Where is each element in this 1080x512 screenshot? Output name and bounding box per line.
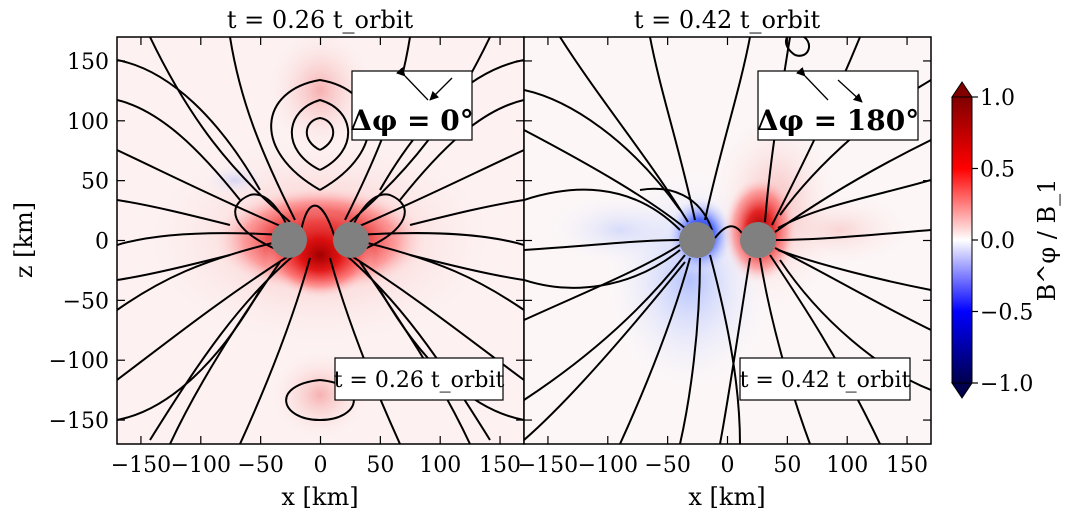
- left-field-lines: [117, 37, 524, 444]
- left-xlabel: x [km]: [281, 483, 358, 511]
- right-ticks: −150 −100 −50 0 50 100 150: [518, 37, 931, 478]
- left-angle-label: Δφ = 0°: [350, 104, 474, 137]
- x-tick-label: 150: [886, 453, 928, 478]
- x-tick-label: 100: [419, 453, 461, 478]
- colorbar-tick-label: −0.5: [980, 301, 1033, 326]
- right-angle-label: Δφ = 180°: [757, 104, 919, 137]
- colorbar-label: B^φ / B_1: [1033, 179, 1061, 302]
- left-ylabel: z [km]: [10, 202, 38, 278]
- x-tick-label: 0: [314, 453, 328, 478]
- colorbar: 1.0 0.5 0.0 −0.5 −1.0 B^φ / B_1: [951, 81, 1061, 399]
- colorbar-tick-label: 0.0: [980, 229, 1015, 254]
- x-tick-label: 150: [479, 453, 521, 478]
- x-tick-label: −100: [578, 453, 638, 478]
- colorbar-tick-label: 1.0: [980, 86, 1015, 111]
- y-tick-label: 50: [81, 170, 109, 195]
- y-tick-label: 100: [67, 110, 109, 135]
- x-tick-label: −50: [237, 453, 283, 478]
- x-tick-label: 100: [826, 453, 868, 478]
- x-tick-label: −100: [171, 453, 231, 478]
- right-title: t = 0.42 t_orbit: [634, 6, 821, 34]
- right-time-label: t = 0.42 t_orbit: [740, 368, 911, 393]
- left-angle-annotation: Δφ = 0°: [350, 66, 474, 141]
- right-angle-annotation: Δφ = 180°: [757, 66, 919, 141]
- x-tick-label: −150: [518, 453, 578, 478]
- right-neutron-star-1: [679, 222, 715, 258]
- x-tick-label: 0: [721, 453, 735, 478]
- y-tick-label: −100: [49, 349, 109, 374]
- left-neutron-star-2: [333, 222, 369, 258]
- y-tick-label: −50: [63, 289, 109, 314]
- x-tick-label: 50: [366, 453, 394, 478]
- right-neutron-star-2: [740, 222, 776, 258]
- colorbar-tick-label: 0.5: [980, 158, 1015, 183]
- right-xlabel: x [km]: [688, 483, 765, 511]
- left-title: t = 0.26 t_orbit: [227, 6, 414, 34]
- colorbar-top-extend: [951, 81, 973, 98]
- x-tick-label: 50: [773, 453, 801, 478]
- left-time-annotation: t = 0.26 t_orbit: [334, 357, 505, 401]
- right-field-lines: [524, 37, 931, 444]
- left-time-label: t = 0.26 t_orbit: [334, 368, 505, 393]
- panel-left: −150 −100 −50 0 50 100 150−150−100−50050100150…: [10, 6, 525, 511]
- y-tick-label: 150: [67, 50, 109, 75]
- x-tick-label: −50: [644, 453, 690, 478]
- left-neutron-star-1: [271, 222, 307, 258]
- right-time-annotation: t = 0.42 t_orbit: [739, 357, 911, 401]
- y-tick-label: −150: [49, 409, 109, 434]
- panel-right: −150 −100 −50 0 50 100 150 Δφ = 180° t = 0.42 …: [518, 6, 932, 511]
- colorbar-scale: [951, 96, 973, 384]
- colorbar-ticks: 1.0 0.5 0.0 −0.5 −1.0: [972, 86, 1033, 397]
- colorbar-tick-label: −1.0: [980, 372, 1033, 397]
- x-tick-label: −150: [111, 453, 171, 478]
- colorbar-bottom-extend: [951, 382, 973, 399]
- y-tick-label: 0: [95, 230, 109, 255]
